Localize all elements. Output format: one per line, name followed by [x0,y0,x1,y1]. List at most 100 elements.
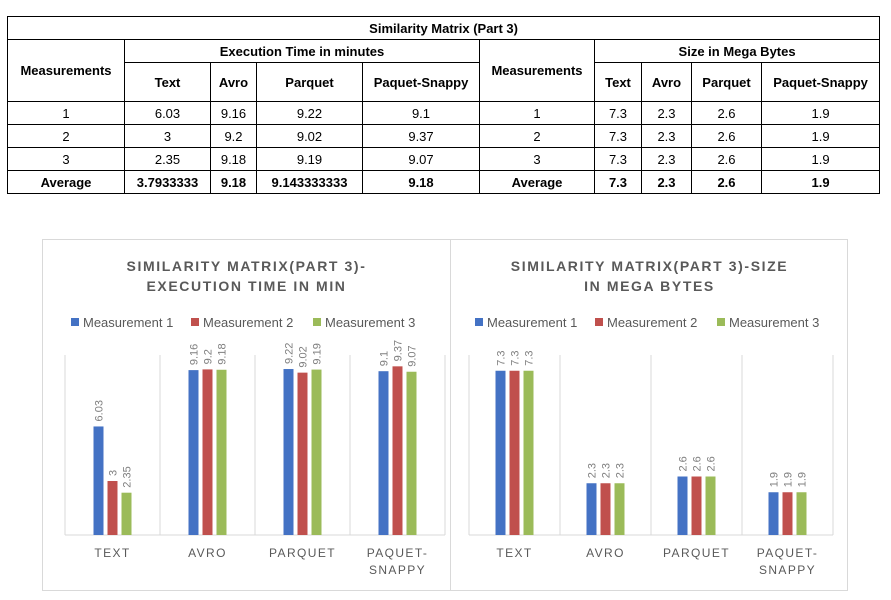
row-label: Average [479,170,595,194]
table-title: Similarity Matrix (Part 3) [6,16,881,40]
data-label: 2.3 [601,463,613,478]
data-label: 7.3 [524,350,536,365]
bar [202,369,213,535]
data-label: 7.3 [510,350,522,365]
column-header: Avro [641,62,692,102]
table-cell: 7.3 [594,101,642,125]
row-label: 2 [479,124,595,148]
legend-label: Measurement 3 [325,315,415,330]
column-header: Avro [210,62,257,102]
data-label: 1.9 [783,472,795,487]
legend-swatch [71,318,79,326]
column-header: Text [594,62,642,102]
data-label: 9.2 [203,349,215,364]
data-label: 9.19 [312,343,324,364]
bar [523,370,534,535]
data-label: 9.18 [217,343,229,364]
table-cell: 2.3 [641,124,692,148]
bar [495,370,506,535]
x-tick-label: TEXT [94,546,130,560]
table-cell: 7.3 [594,170,642,194]
data-label: 2.3 [587,463,599,478]
legend-label: Measurement 3 [729,315,819,330]
table-cell: 2.6 [691,101,762,125]
x-tick-label: PARQUET [663,546,730,560]
table-row: 1 6.03 9.16 9.22 9.1 1 7.3 2.3 2.6 1.9 [7,101,881,125]
bar [586,483,597,535]
bar [311,369,322,535]
table-cell: 6.03 [124,101,211,125]
table-cell: 9.18 [210,170,257,194]
row-label: 3 [479,147,595,171]
column-header: Paquet-Snappy [362,62,480,102]
bar [705,476,716,535]
table-row: 3 2.35 9.18 9.19 9.07 3 7.3 2.3 2.6 1.9 [7,147,881,171]
table-cell: 9.1 [362,101,480,125]
bar [600,483,611,535]
legend-label: Measurement 2 [607,315,697,330]
legend-label: Measurement 2 [203,315,293,330]
data-label: 9.07 [407,345,419,366]
legend-swatch [717,318,725,326]
data-label: 9.1 [379,351,391,366]
column-header: Parquet [256,62,363,102]
chart-title: SIMILARITY MATRIX(PART 3)-SIZE [511,258,788,274]
table-cell: 2.3 [641,170,692,194]
x-tick-label: PAQUET- [757,546,819,560]
data-label: 2.6 [706,456,718,471]
table-cell: 9.19 [256,147,363,171]
table-cell: 9.07 [362,147,480,171]
x-tick-label: TEXT [496,546,532,560]
table-cell: 2.35 [124,147,211,171]
table-cell: 2.3 [641,101,692,125]
table-cell: 2.6 [691,147,762,171]
table-cell: 1.9 [760,170,881,194]
data-label: 2.6 [678,456,690,471]
legend-swatch [595,318,603,326]
table-cell: 7.3 [594,147,642,171]
table-cell: 9.143333333 [256,170,363,194]
data-label: 9.37 [393,340,405,361]
bar [392,366,403,535]
table-cell: 9.37 [362,124,480,148]
bar [93,426,104,535]
table-cell: 7.3 [594,124,642,148]
row-label: 1 [7,101,125,125]
bar [691,476,702,535]
data-label: 1.9 [797,472,809,487]
table-cell: 9.22 [256,101,363,125]
data-label: 7.3 [496,350,508,365]
row-label: Average [7,170,125,194]
table-cell: 3.7933333 [124,170,211,194]
legend-swatch [191,318,199,326]
legend-label: Measurement 1 [487,315,577,330]
bar [677,476,688,535]
x-tick-label: SNAPPY [759,563,816,577]
size-group-header: Size in Mega Bytes [593,39,881,63]
table-cell: 2.6 [691,170,762,194]
data-label: 9.02 [298,346,310,367]
bar [283,369,294,535]
bar [378,371,389,535]
legend-label: Measurement 1 [83,315,173,330]
bar [297,372,308,535]
table-cell: 9.2 [210,124,257,148]
chart-title: EXECUTION TIME IN MIN [146,278,346,294]
x-tick-label: AVRO [188,546,227,560]
table-row: 2 3 9.2 9.02 9.37 2 7.3 2.3 2.6 1.9 [7,124,881,148]
data-label: 2.6 [692,456,704,471]
data-label: 1.9 [769,472,781,487]
similarity-table: Similarity Matrix (Part 3) Measurements … [6,16,881,194]
table-cell: 9.18 [362,170,480,194]
row-label: 2 [7,124,125,148]
bar [782,492,793,535]
table-row-average: Average 3.7933333 9.18 9.143333333 9.18 … [7,170,881,194]
legend-swatch [475,318,483,326]
exec-time-group-header: Execution Time in minutes [124,39,480,63]
data-label: 9.16 [189,344,201,365]
legend-swatch [313,318,321,326]
table-cell: 2.6 [691,124,762,148]
x-tick-label: PARQUET [269,546,336,560]
data-label: 2.35 [122,466,134,487]
data-label: 3 [108,470,120,476]
